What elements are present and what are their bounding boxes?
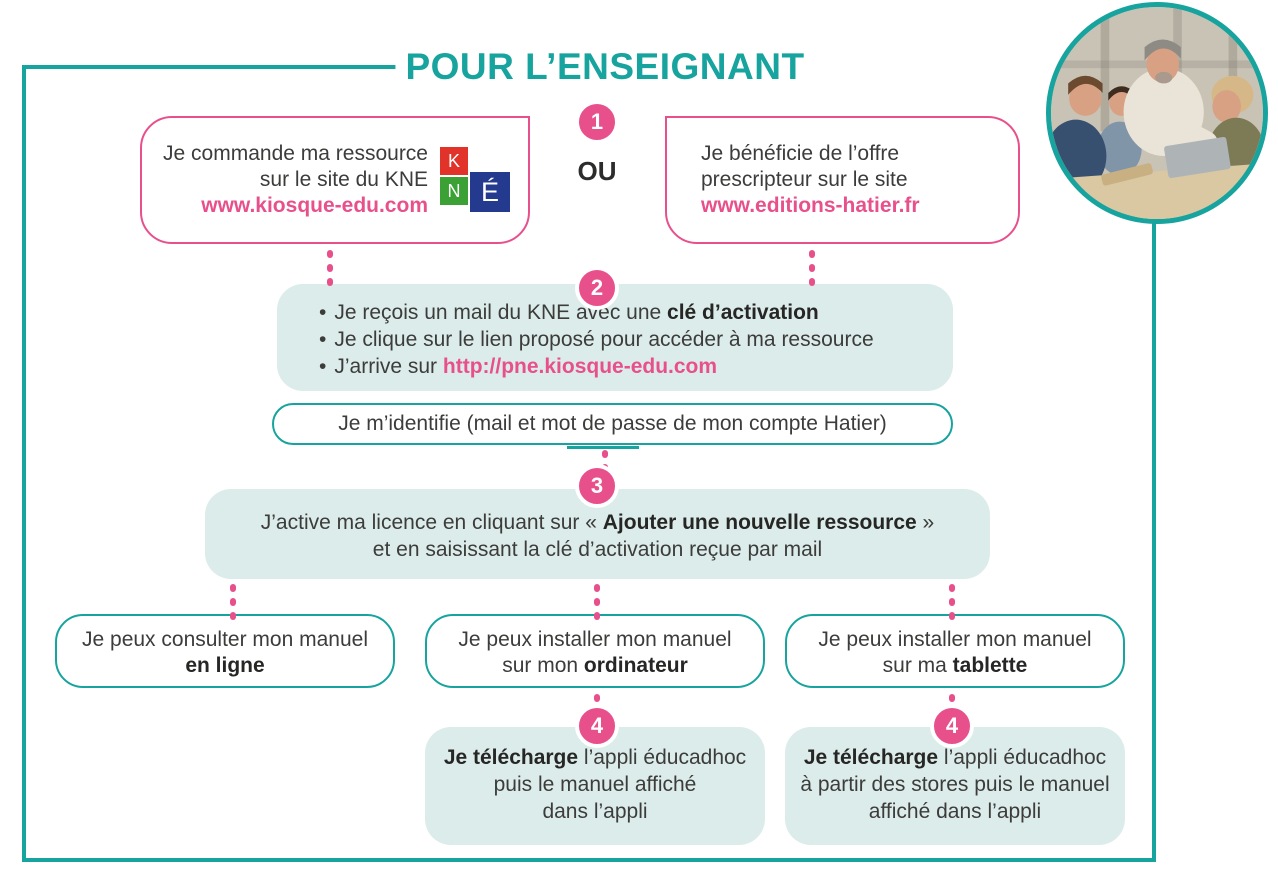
editions-hatier-link[interactable]: www.editions-hatier.fr (701, 194, 920, 217)
step2-badge: 2 (575, 266, 619, 310)
step1-hatier-offer-box: Je bénéficie de l’offre prescripteur sur… (665, 116, 1020, 244)
option-online-box: Je peux consulter mon manuel en ligne (55, 614, 395, 688)
kne-logo-k: K (440, 147, 468, 175)
offer-line1: Je bénéficie de l’offre (701, 142, 900, 165)
bullet-line: • Je reçois un mail du KNE avec une clé … (319, 301, 819, 324)
activate-line2: et en saisissant la clé d’activation reç… (372, 538, 823, 561)
kiosque-edu-link[interactable]: www.kiosque-edu.com (201, 194, 428, 217)
step1-kne-order-text: Je commande ma ressource sur le site du … (163, 141, 428, 219)
offer-line2: prescripteur sur le site (701, 168, 908, 191)
photo-illustration (1051, 7, 1263, 219)
order-line1: Je commande ma ressource (163, 142, 428, 165)
identify-box: Je m’identifie (mail et mot de passe de … (272, 403, 953, 445)
dotted-connector (809, 250, 815, 286)
order-line2: sur le site du KNE (259, 168, 428, 191)
kne-logo-n: N (440, 177, 468, 205)
step1-kne-order-box: Je commande ma ressource sur le site du … (140, 116, 530, 244)
frame-border-left (22, 65, 26, 862)
step4-badge-tablet: 4 (930, 704, 974, 748)
frame-border-right (1152, 222, 1156, 862)
dotted-connector (949, 584, 955, 620)
pne-kiosque-link[interactable]: http://pne.kiosque-edu.com (442, 355, 718, 378)
step2-mail-box: • Je reçois un mail du KNE avec une clé … (277, 284, 953, 391)
teacher-students-photo (1046, 2, 1268, 224)
connector-stub (567, 446, 639, 449)
bullet-icon: • (319, 301, 327, 324)
step4-badge-computer: 4 (575, 704, 619, 748)
activate-line1: J’active ma licence en cliquant sur « Aj… (260, 511, 935, 534)
step3-badge: 3 (575, 464, 619, 508)
step3-activate-box: J’active ma licence en cliquant sur « Aj… (205, 489, 990, 579)
step4-download-tablet-box: Je télécharge l’appli éducadhoc à partir… (785, 727, 1125, 845)
dotted-connector (594, 584, 600, 620)
dotted-connector (327, 250, 333, 286)
page-title: POUR L’ENSEIGNANT (395, 46, 815, 88)
bullet-line: • Je clique sur le lien proposé pour acc… (319, 328, 874, 351)
bullet-icon: • (319, 328, 327, 351)
step1-badge: 1 (575, 100, 619, 144)
kne-logo: K N É (440, 147, 512, 213)
bullet-icon: • (319, 355, 327, 378)
bullet-line: • J’arrive sur http://pne.kiosque-edu.co… (319, 355, 718, 378)
identify-text: Je m’identifie (mail et mot de passe de … (338, 412, 887, 435)
or-label: OU (577, 156, 617, 186)
frame-border-bottom (22, 858, 1156, 862)
frame-border-top (22, 65, 420, 69)
dotted-connector (230, 584, 236, 620)
option-tablet-box: Je peux installer mon manuel sur ma tabl… (785, 614, 1125, 688)
option-computer-box: Je peux installer mon manuel sur mon ord… (425, 614, 765, 688)
kne-logo-e: É (470, 172, 510, 212)
